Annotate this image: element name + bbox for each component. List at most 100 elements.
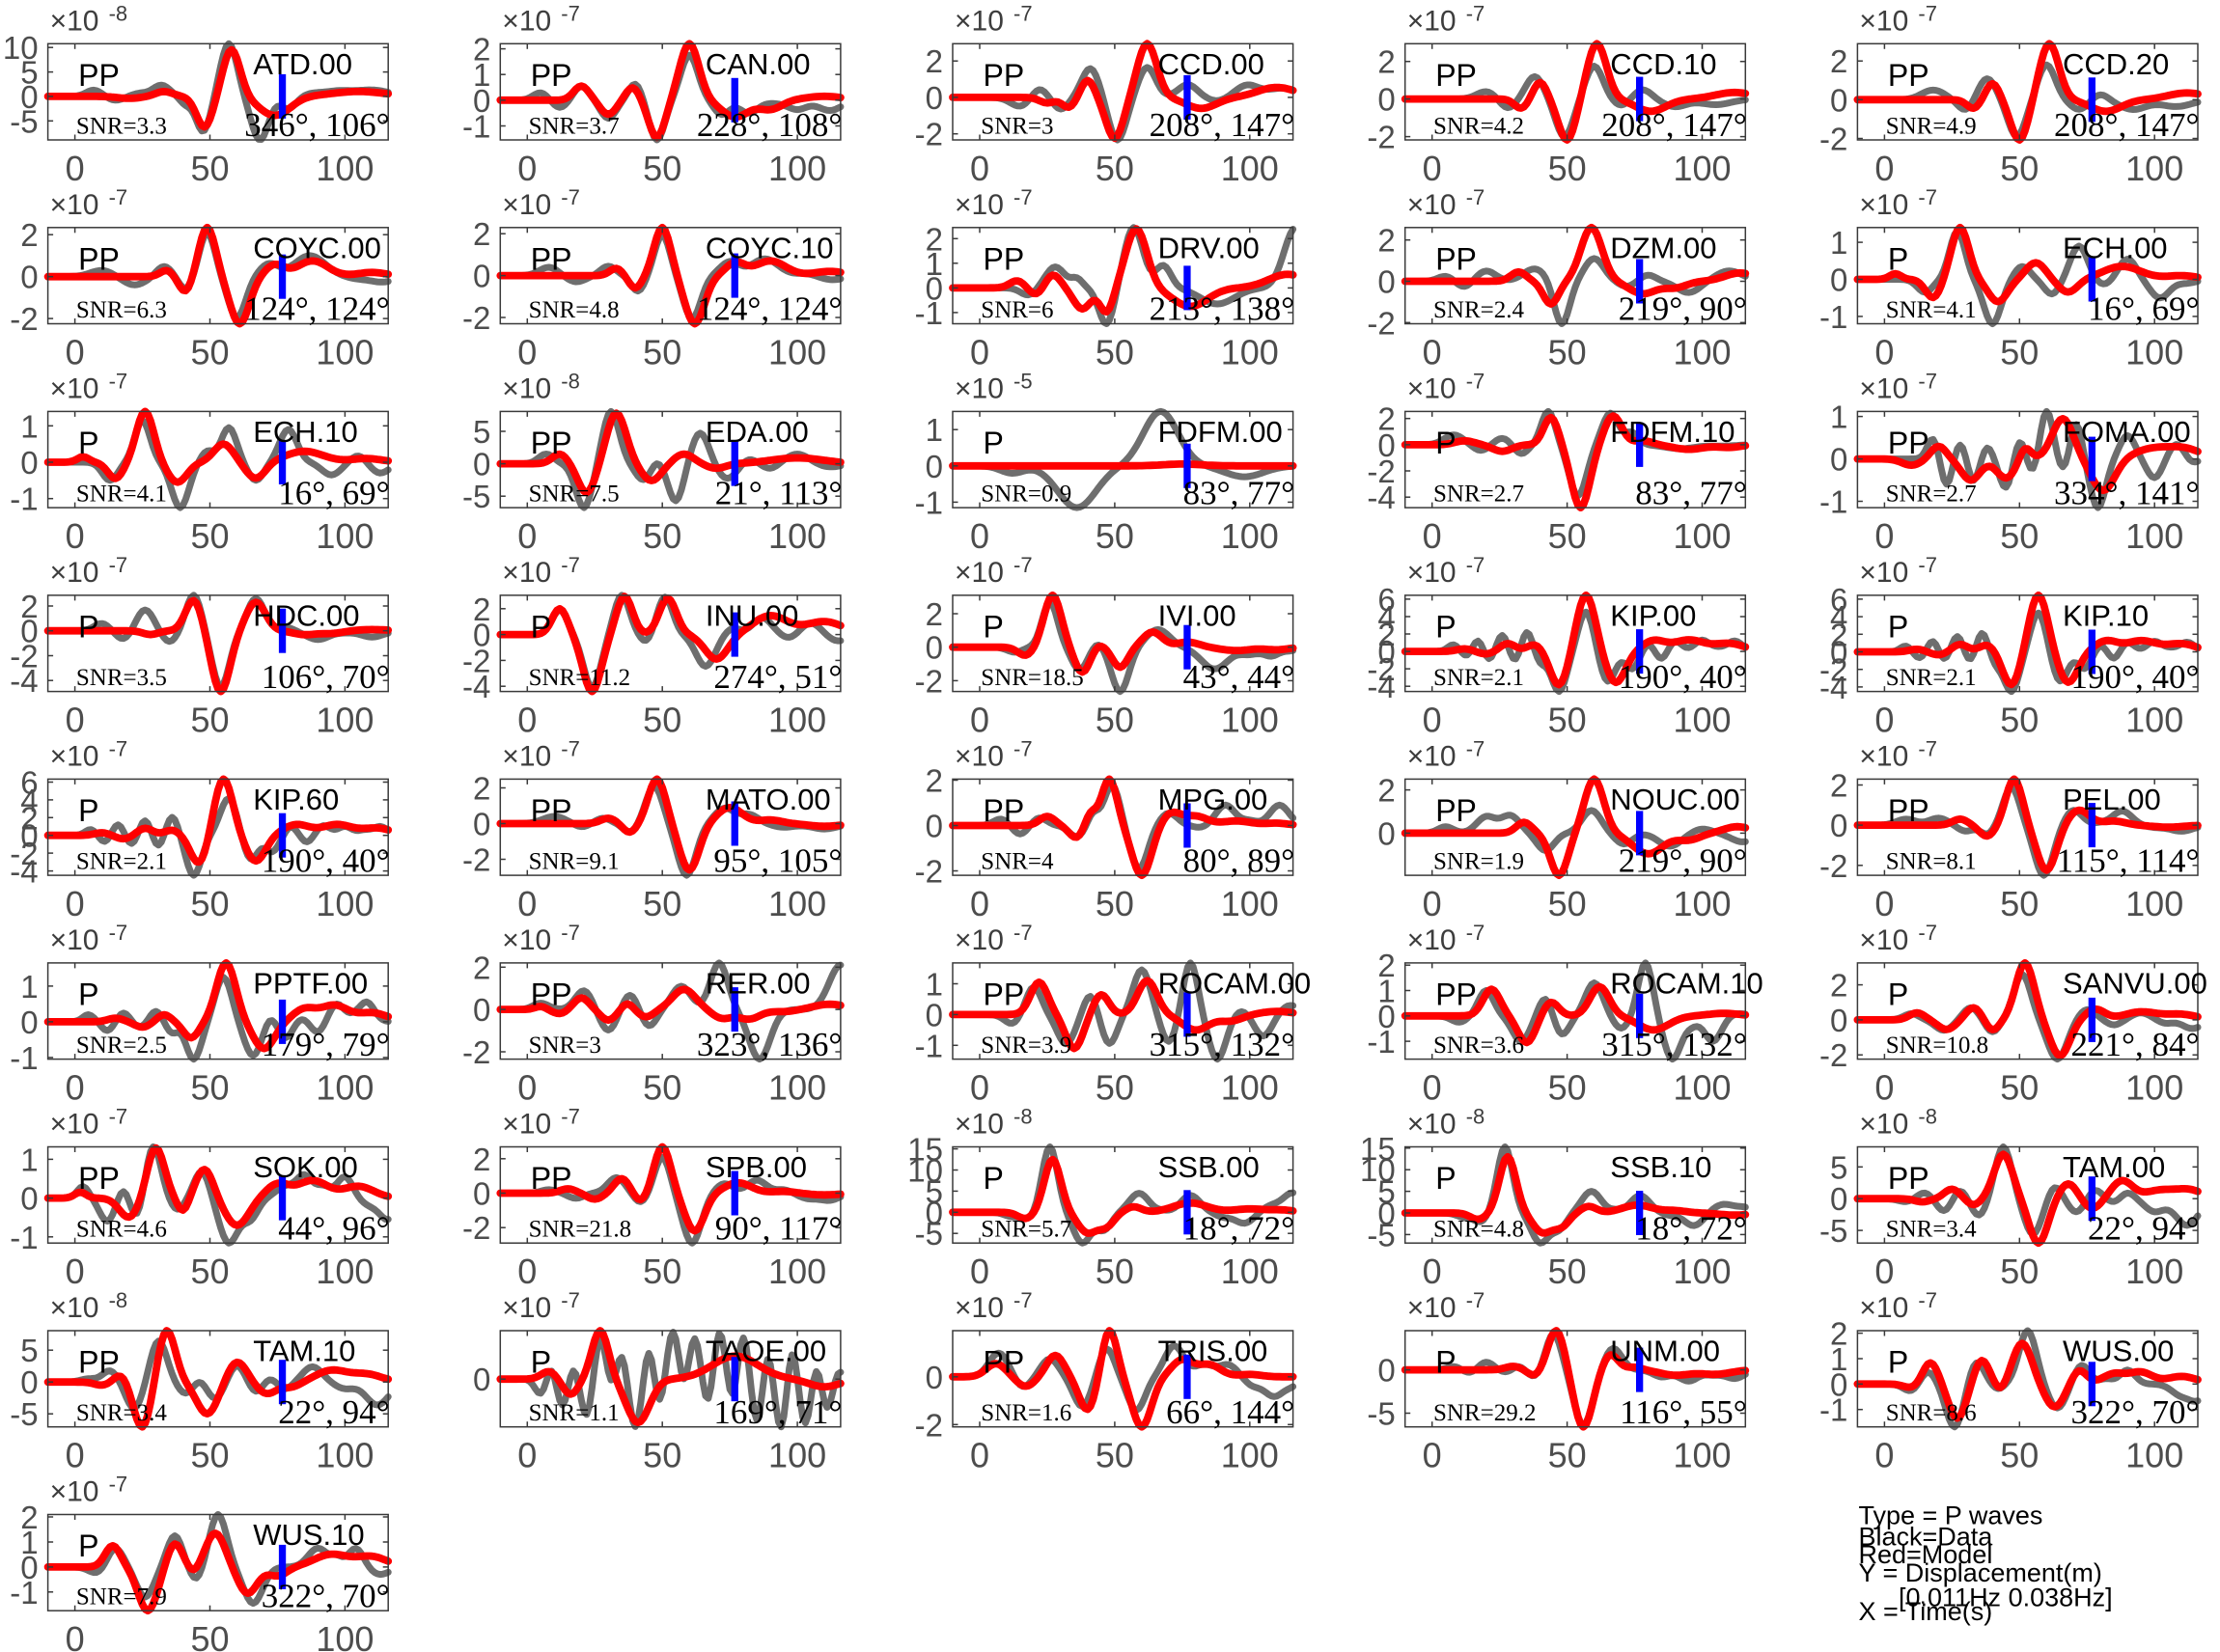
svg-text:0: 0 (20, 1005, 38, 1040)
svg-text:-2: -2 (1819, 652, 1847, 688)
svg-text:PP: PP (1888, 1161, 1929, 1196)
svg-text:KIP.00: KIP.00 (1610, 598, 1696, 632)
svg-text:0: 0 (1423, 149, 1442, 188)
svg-text:2: 2 (1377, 948, 1395, 983)
svg-text:-2: -2 (462, 1210, 490, 1246)
svg-text:P: P (1888, 609, 1908, 644)
svg-text:EDA.00: EDA.00 (706, 415, 809, 449)
svg-text:SNR=4.9: SNR=4.9 (1886, 113, 1977, 139)
svg-text:15: 15 (1360, 1131, 1396, 1167)
svg-text:-1: -1 (10, 482, 38, 517)
svg-text:322°, 70°: 322°, 70° (2071, 1393, 2200, 1431)
svg-text:0: 0 (20, 445, 38, 481)
svg-text:0: 0 (1377, 82, 1395, 118)
svg-text:RER.00: RER.00 (706, 966, 811, 1000)
svg-text:SNR=7.5: SNR=7.5 (529, 481, 620, 507)
svg-text:PP: PP (531, 793, 572, 828)
svg-text:219°, 90°: 219°, 90° (1619, 290, 1747, 328)
svg-text:SNR=2.7: SNR=2.7 (1433, 481, 1524, 507)
svg-text:×10: ×10 (502, 740, 551, 772)
svg-text:CCD.10: CCD.10 (1610, 47, 1716, 81)
svg-text:TAM.10: TAM.10 (253, 1335, 355, 1368)
svg-text:-7: -7 (109, 1105, 128, 1129)
svg-text:SNR=3.6: SNR=3.6 (1433, 1032, 1524, 1059)
svg-text:SNR=11.2: SNR=11.2 (529, 665, 631, 691)
svg-text:0: 0 (20, 1181, 38, 1217)
svg-text:FDFM.10: FDFM.10 (1610, 415, 1734, 449)
svg-text:P: P (1888, 241, 1908, 276)
svg-text:SNR=3.4: SNR=3.4 (1886, 1217, 1977, 1243)
svg-text:0: 0 (20, 614, 38, 649)
svg-text:×10: ×10 (1407, 1292, 1457, 1324)
svg-text:0: 0 (926, 270, 943, 306)
svg-text:106°, 70°: 106°, 70° (262, 658, 390, 696)
svg-text:-7: -7 (561, 185, 580, 209)
svg-text:0: 0 (517, 333, 537, 372)
svg-text:315°, 132°: 315°, 132° (1601, 1026, 1747, 1063)
svg-text:100: 100 (2125, 516, 2183, 556)
svg-text:SANVU.00: SANVU.00 (2063, 966, 2207, 1000)
svg-text:116°, 55°: 116°, 55° (1620, 1393, 1747, 1431)
svg-text:100: 100 (1221, 149, 1279, 188)
svg-text:×10: ×10 (50, 557, 99, 589)
svg-text:100: 100 (768, 333, 826, 372)
svg-text:0: 0 (66, 516, 85, 556)
svg-text:PP: PP (1888, 58, 1929, 93)
svg-text:0: 0 (1377, 264, 1395, 300)
svg-text:323°, 136°: 323°, 136° (697, 1026, 843, 1063)
svg-text:50: 50 (1548, 1436, 1587, 1475)
svg-text:0: 0 (517, 516, 537, 556)
svg-text:-1: -1 (1819, 484, 1847, 520)
svg-text:100: 100 (768, 149, 826, 188)
svg-text:×10: ×10 (1859, 924, 1908, 956)
svg-text:-4: -4 (10, 854, 38, 890)
svg-text:ATD.00: ATD.00 (253, 47, 352, 81)
svg-text:SNR=4.6: SNR=4.6 (76, 1217, 167, 1243)
svg-text:SNR=1.6: SNR=1.6 (981, 1400, 1071, 1426)
svg-text:50: 50 (2000, 516, 2039, 556)
svg-text:×10: ×10 (955, 557, 1004, 589)
svg-text:66°, 144°: 66°, 144° (1166, 1393, 1294, 1431)
svg-text:SPB.00: SPB.00 (706, 1150, 807, 1184)
svg-text:0: 0 (1377, 1196, 1395, 1231)
svg-text:P: P (78, 793, 98, 828)
svg-text:100: 100 (2125, 333, 2183, 372)
svg-text:50: 50 (190, 1436, 229, 1475)
svg-text:50: 50 (190, 1252, 229, 1291)
svg-text:50: 50 (2000, 1436, 2039, 1475)
svg-text:0: 0 (1830, 442, 1847, 478)
svg-text:95°, 105°: 95°, 105° (713, 841, 842, 879)
svg-text:50: 50 (2000, 701, 2039, 740)
svg-text:×10: ×10 (50, 189, 99, 221)
svg-text:P: P (1888, 977, 1908, 1011)
svg-text:2: 2 (926, 43, 943, 79)
svg-text:6: 6 (1377, 582, 1395, 618)
svg-text:SNR=7.9: SNR=7.9 (76, 1584, 167, 1611)
svg-text:50: 50 (1096, 1252, 1134, 1291)
svg-text:UNM.00: UNM.00 (1610, 1335, 1720, 1368)
svg-text:-7: -7 (1918, 1, 1937, 25)
svg-text:0: 0 (473, 83, 490, 119)
svg-text:-1: -1 (915, 295, 943, 331)
svg-text:-2: -2 (462, 842, 490, 878)
svg-text:×10: ×10 (955, 1109, 1004, 1141)
svg-text:SNR=2.7: SNR=2.7 (1886, 481, 1977, 507)
svg-text:0: 0 (1874, 333, 1894, 372)
svg-text:2: 2 (1377, 44, 1395, 80)
svg-text:×10: ×10 (1859, 1292, 1908, 1324)
svg-text:100: 100 (1221, 701, 1279, 740)
svg-text:PP: PP (1435, 793, 1477, 828)
svg-text:×10: ×10 (502, 924, 551, 956)
svg-text:0: 0 (66, 1068, 85, 1108)
svg-text:0: 0 (970, 516, 989, 556)
svg-text:-5: -5 (915, 1216, 943, 1252)
svg-text:50: 50 (643, 1252, 681, 1291)
svg-text:100: 100 (1221, 516, 1279, 556)
svg-text:50: 50 (190, 1619, 229, 1652)
svg-text:50: 50 (643, 701, 681, 740)
svg-text:×10: ×10 (1859, 372, 1908, 404)
svg-text:100: 100 (1673, 1068, 1731, 1108)
svg-text:P: P (1435, 609, 1456, 644)
svg-text:×10: ×10 (50, 372, 99, 404)
svg-text:PP: PP (1435, 58, 1477, 93)
